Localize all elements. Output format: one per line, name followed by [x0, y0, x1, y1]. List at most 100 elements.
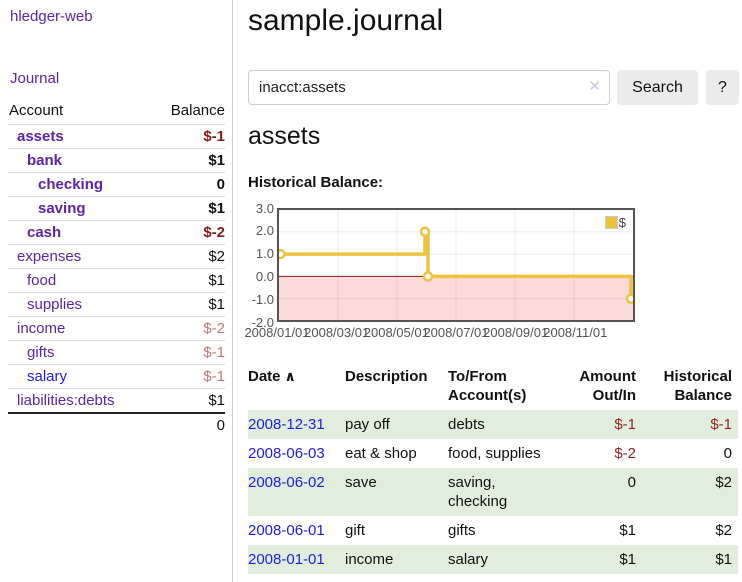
x-axis-tick: 2008/01/01 [244, 325, 310, 340]
accounts-total-value: 0 [150, 412, 225, 437]
date-column-header[interactable]: Date ∧ [248, 368, 296, 385]
account-balance: $-2 [150, 316, 225, 341]
search-button[interactable]: Search [617, 70, 698, 105]
y-axis-tick: -2.0 [251, 314, 274, 330]
account-link-bank[interactable]: bank [27, 152, 63, 169]
transaction-date-link[interactable]: 2008-06-01 [248, 522, 325, 539]
account-link-gifts[interactable]: gifts [27, 344, 55, 361]
account-balance: $2 [150, 244, 225, 269]
account-row: saving $1 [8, 196, 225, 221]
account-link-cash[interactable]: cash [27, 224, 62, 241]
y-axis-tick: -1.0 [251, 291, 274, 307]
transaction-row: 2008-12-31 pay off debts $-1 $-1 [248, 410, 738, 439]
account-heading: assets [248, 122, 321, 150]
account-link-income[interactable]: income [17, 320, 66, 337]
transaction-date-link[interactable]: 2008-01-01 [248, 551, 325, 568]
account-link-supplies[interactable]: supplies [27, 296, 83, 313]
clear-search-icon[interactable]: ✕ [588, 78, 601, 95]
transaction-row: 2008-01-01 income salary $1 $1 [248, 545, 738, 574]
transaction-amount: $1 [560, 545, 642, 574]
sort-ascending-icon: ∧ [284, 368, 296, 384]
transaction-balance: $2 [715, 522, 732, 539]
transaction-balance: $-1 [642, 410, 738, 439]
account-link-salary[interactable]: salary [27, 368, 68, 385]
account-link-saving[interactable]: saving [38, 200, 86, 217]
account-balance: $1 [150, 292, 225, 317]
chart-caption: Historical Balance: [248, 174, 384, 191]
page-title: sample.journal [248, 4, 444, 37]
y-axis-tick: 0.0 [255, 268, 274, 284]
search-input[interactable] [248, 70, 610, 105]
account-balance: $1 [150, 268, 225, 293]
accounts-total-row: 0 [8, 412, 225, 437]
legend-swatch-icon [604, 216, 618, 229]
transaction-balance: $2 [642, 468, 738, 516]
account-row: supplies $1 [8, 292, 225, 317]
x-axis-tick: 2008/11/01 [543, 325, 608, 340]
legend-label: $ [618, 215, 626, 230]
transaction-row: 2008-06-02 save saving, checking 0 $2 [248, 468, 738, 516]
amount-column-header: Amount Out/In [579, 368, 636, 404]
x-axis-tick: 2008/09/01 [483, 325, 549, 340]
transaction-date-link[interactable]: 2008-12-31 [248, 416, 325, 433]
y-axis-tick: 2.0 [255, 223, 274, 239]
account-row: checking 0 [8, 172, 225, 197]
balance-column-header: Historical Balance [663, 368, 732, 404]
transaction-row: 2008-06-01 gift gifts $1 $2 [248, 516, 738, 545]
help-button[interactable]: ? [706, 70, 739, 105]
register-table: Date ∧ Description To/From Account(s) Amo… [248, 362, 738, 574]
transaction-accounts: salary [448, 545, 560, 574]
account-balance: $1 [150, 196, 225, 221]
accounts-header-row: Account Balance [8, 98, 225, 125]
x-axis-tick: 2008/03/01 [304, 325, 370, 340]
transaction-amount: 0 [560, 468, 642, 516]
chart-plot-area: $ [275, 208, 637, 322]
sidebar-item-journal[interactable]: Journal [10, 70, 60, 87]
account-row: food $1 [8, 268, 225, 293]
account-balance: $-1 [150, 364, 225, 389]
transaction-balance: $1 [642, 545, 738, 574]
account-balance: $1 [150, 148, 225, 173]
transaction-accounts: food, supplies [448, 445, 541, 462]
account-link-checking[interactable]: checking [38, 176, 104, 193]
transaction-amount: $-1 [560, 410, 642, 439]
account-row: bank $1 [8, 148, 225, 173]
transaction-amount: $1 [619, 522, 636, 539]
balance-column-header: Balance [170, 102, 225, 119]
accounts-table: Account Balance assets $-1 bank $1 check… [8, 98, 225, 437]
account-row: expenses $2 [8, 244, 225, 269]
register-header-row: Date ∧ Description To/From Account(s) Amo… [248, 362, 738, 410]
historical-balance-chart: 3.0 2.0 1.0 0.0 -1.0 -2.0 [244, 200, 742, 345]
account-row: income $-2 [8, 316, 225, 341]
main-content: sample.journal ✕ Search ? assets Histori… [244, 0, 742, 582]
x-axis-tick: 2008/05/01 [363, 325, 429, 340]
y-axis-tick: 1.0 [255, 246, 274, 262]
account-row: cash $-2 [8, 220, 225, 245]
account-balance: $-1 [150, 340, 225, 365]
account-link-liabilities-debts[interactable]: liabilities:debts [17, 392, 115, 409]
x-axis-tick: 2008/07/01 [423, 325, 489, 340]
account-balance: $-1 [150, 124, 225, 149]
chart-canvas [275, 210, 637, 320]
account-row: assets $-1 [8, 124, 225, 149]
account-row: liabilities:debts $1 [8, 388, 225, 413]
transaction-amount: $-2 [614, 445, 636, 462]
account-link-food[interactable]: food [27, 272, 57, 289]
negative-region [279, 276, 633, 320]
account-balance: $-2 [150, 220, 225, 245]
account-row: gifts $-1 [8, 340, 225, 365]
account-link-expenses[interactable]: expenses [17, 248, 82, 265]
account-link-assets[interactable]: assets [17, 128, 64, 145]
account-column-header: Account [9, 102, 64, 119]
transaction-date-link[interactable]: 2008-06-03 [248, 445, 325, 462]
brand-link[interactable]: hledger-web [10, 8, 93, 25]
transaction-description: income [345, 545, 448, 574]
sidebar: hledger-web Journal Account Balance asse… [0, 0, 233, 582]
account-balance: 0 [150, 172, 225, 197]
y-axis-tick: 3.0 [255, 200, 274, 216]
search-form: ✕ Search ? [248, 70, 742, 105]
transaction-accounts: saving, checking [448, 468, 560, 516]
transaction-date-link[interactable]: 2008-06-02 [248, 474, 325, 491]
accounts-column-header: To/From Account(s) [448, 368, 527, 404]
transaction-description: eat & shop [345, 445, 417, 462]
